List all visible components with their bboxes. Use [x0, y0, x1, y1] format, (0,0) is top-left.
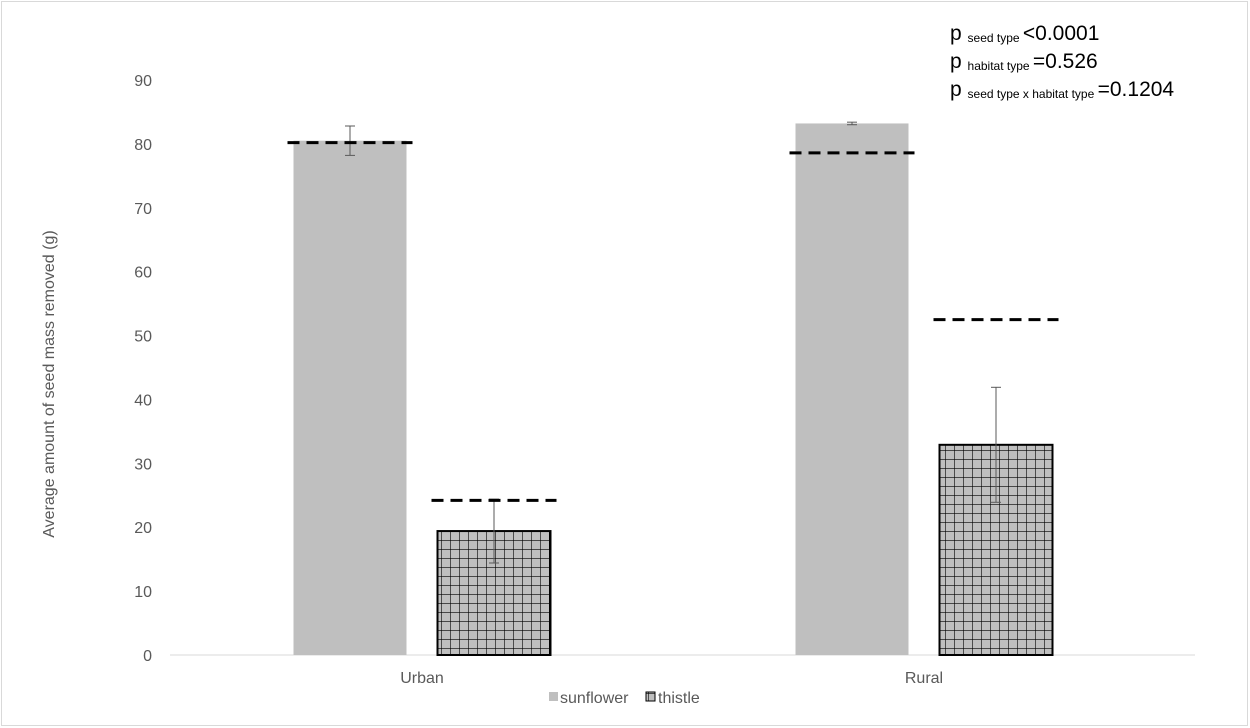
- p-value-annotation: p seed type <0.0001: [950, 22, 1099, 45]
- y-tick-label: 40: [134, 392, 152, 409]
- y-tick-label: 0: [143, 648, 152, 665]
- legend-swatch-sunflower: [549, 692, 558, 701]
- y-tick-label: 20: [134, 520, 152, 537]
- y-tick-label: 90: [134, 73, 152, 90]
- y-tick-label: 50: [134, 329, 152, 346]
- y-axis: 0 10 20 30 40 50 60 70 80 90: [134, 73, 152, 665]
- x-category-label: Rural: [905, 670, 943, 687]
- statistics-annotation: p seed type <0.0001 p habitat type =0.526…: [950, 22, 1174, 101]
- bar-sunflower: [293, 140, 407, 655]
- y-tick-label: 70: [134, 201, 152, 218]
- y-tick-label: 80: [134, 137, 152, 154]
- x-axis-categories: Urban Rural: [400, 670, 943, 687]
- y-tick-label: 10: [134, 584, 152, 601]
- x-category-label: Urban: [400, 670, 444, 687]
- legend-label-thistle: thistle: [658, 690, 700, 707]
- p-value-annotation: p habitat type =0.526: [950, 50, 1098, 73]
- legend-label-sunflower: sunflower: [560, 690, 629, 707]
- p-value-annotation: p seed type x habitat type =0.1204: [950, 78, 1174, 101]
- bar-sunflower: [795, 123, 909, 655]
- error-bars: [345, 121, 1001, 564]
- y-tick-label: 30: [134, 456, 152, 473]
- y-axis-label: Average amount of seed mass removed (g): [41, 230, 58, 537]
- reference-dashed-lines: [287, 141, 1059, 502]
- bars: [293, 123, 1054, 656]
- y-tick-label: 60: [134, 265, 152, 282]
- legend-swatch-thistle: [645, 691, 656, 702]
- legend: sunflower thistle: [549, 690, 700, 707]
